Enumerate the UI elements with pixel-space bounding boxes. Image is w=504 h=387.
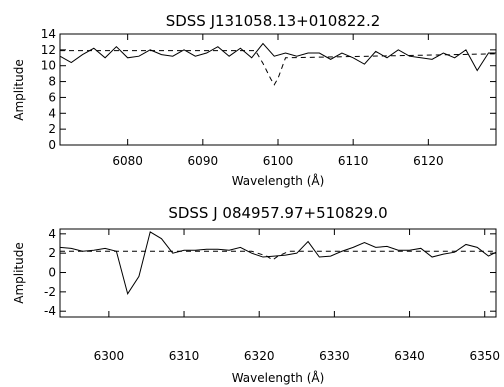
x-axis-label: Wavelength (Å): [232, 173, 325, 188]
y-tick-label: 6: [48, 90, 56, 104]
series-line-dashed: [60, 250, 496, 261]
x-tick-label: 6090: [188, 154, 219, 168]
x-tick-label: 6350: [469, 349, 500, 363]
y-tick-label: -2: [44, 285, 56, 299]
y-tick-label: -4: [44, 304, 56, 318]
x-tick-label: 6330: [319, 349, 350, 363]
y-tick-label: 8: [48, 75, 56, 89]
x-tick-label: 6300: [94, 349, 125, 363]
chart-title: SDSS J131058.13+010822.2: [166, 12, 381, 30]
chart-panel-bottom: SDSS J 084957.97+510829.0 6300 6310 6320 63…: [12, 204, 500, 385]
x-tick-label: 6080: [112, 154, 143, 168]
y-tick-label: 2: [48, 246, 56, 260]
y-tick-label: 0: [48, 266, 56, 280]
y-tick-label: 4: [48, 106, 56, 120]
plot-frame: [59, 33, 497, 146]
y-tick-label: 10: [41, 59, 56, 73]
x-tick-label: 6110: [338, 154, 369, 168]
y-tick-label: 12: [41, 43, 56, 57]
y-tick-label: 14: [41, 27, 56, 41]
y-tick-label: 0: [48, 138, 56, 152]
x-tick-label: 6100: [263, 154, 294, 168]
x-axis-label: Wavelength (Å): [232, 370, 325, 385]
chart-panel-top: SDSS J131058.13+010822.2 6080 6090 6100 611…: [12, 12, 497, 188]
x-tick-label: 6320: [244, 349, 275, 363]
y-tick-label: 2: [48, 122, 56, 136]
y-tick-label: 4: [48, 227, 56, 241]
x-tick-label: 6340: [394, 349, 425, 363]
chart-title: SDSS J 084957.97+510829.0: [168, 204, 387, 222]
y-axis-label: Amplitude: [12, 242, 26, 304]
x-tick-label: 6120: [413, 154, 444, 168]
series-line-solid: [59, 42, 496, 72]
plot-frame: [59, 228, 497, 318]
series-line-solid: [59, 231, 497, 296]
x-tick-label: 6310: [169, 349, 200, 363]
y-axis-label: Amplitude: [12, 59, 26, 121]
